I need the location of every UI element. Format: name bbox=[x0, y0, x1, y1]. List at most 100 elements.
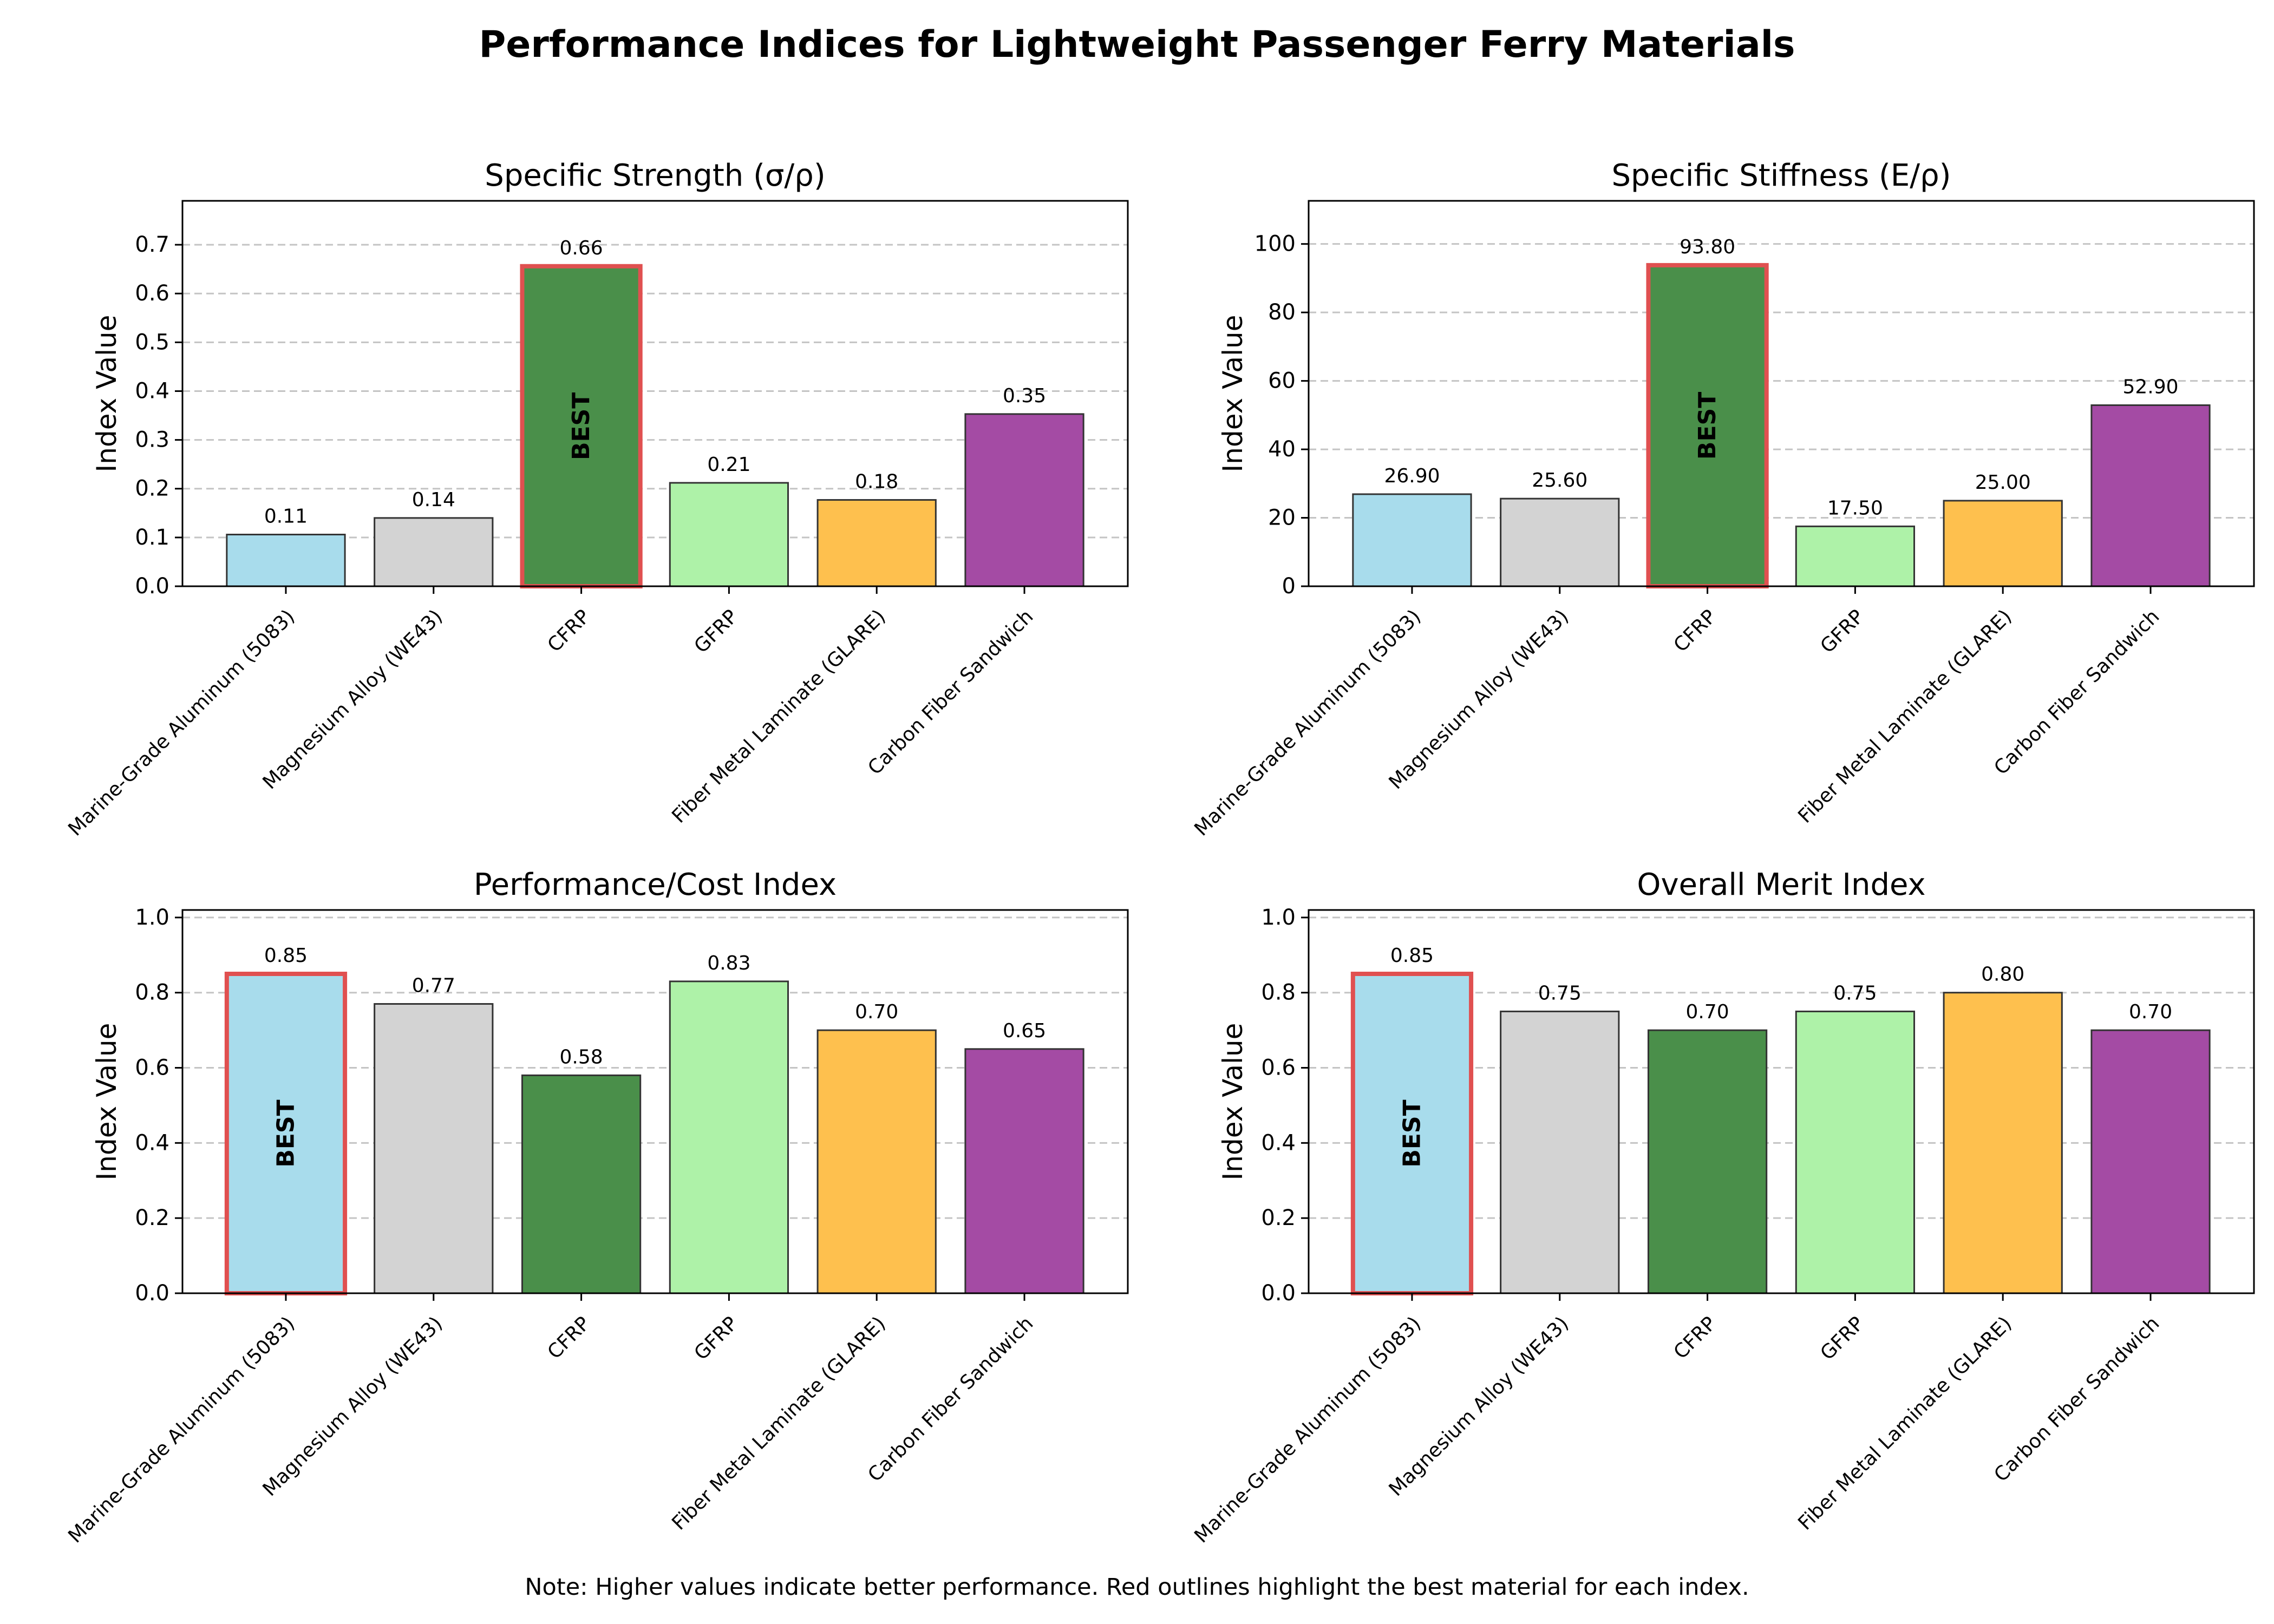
x-tick-label: CFRP bbox=[544, 605, 594, 656]
y-tick-label: 0.6 bbox=[135, 281, 169, 306]
data-label: 0.83 bbox=[707, 952, 750, 974]
y-tick-label: 1.0 bbox=[1261, 905, 1296, 930]
data-label: 0.75 bbox=[1538, 982, 1582, 1004]
data-label: 0.35 bbox=[1003, 385, 1046, 407]
chart-panel-1: 0.11 0.14 0.66 BEST 0.21 0.18 0.35 0.0 0.1 0.2 0.3… bbox=[64, 158, 1129, 840]
x-tick-label: Magnesium Alloy (WE43) bbox=[1385, 1312, 1573, 1501]
x-tick-label: GFRP bbox=[690, 605, 742, 657]
bar bbox=[1647, 1029, 1768, 1294]
bar bbox=[1943, 992, 2063, 1294]
data-label: 0.80 bbox=[1981, 964, 2024, 986]
best-label: BEST bbox=[272, 1099, 299, 1167]
y-tick-label: 40 bbox=[1268, 437, 1296, 462]
data-label: 26.90 bbox=[1384, 465, 1440, 487]
data-label: 0.85 bbox=[264, 945, 308, 967]
data-label: 25.60 bbox=[1532, 469, 1587, 492]
chart-title: Specific Stiffness (E/ρ) bbox=[1612, 158, 1951, 193]
bar bbox=[226, 533, 346, 587]
chart-title: Overall Merit Index bbox=[1637, 867, 1925, 902]
y-tick-label: 0.1 bbox=[135, 525, 169, 550]
x-tick-label: Magnesium Alloy (WE43) bbox=[1385, 605, 1573, 794]
bar bbox=[964, 1048, 1084, 1294]
panels: 0.11 0.14 0.66 BEST 0.21 0.18 0.35 0.0 0.1 0.2 0.3… bbox=[64, 158, 2255, 1547]
axes-frame bbox=[181, 200, 1129, 587]
bar bbox=[1352, 493, 1472, 587]
data-label: 0.65 bbox=[1003, 1020, 1046, 1042]
bar bbox=[816, 499, 937, 587]
bar bbox=[669, 482, 789, 587]
bar bbox=[1500, 497, 1620, 587]
y-tick-label: 0.6 bbox=[135, 1056, 169, 1081]
figure-note: Note: Higher values indicate better perf… bbox=[525, 1574, 1749, 1601]
x-tick-label: CFRP bbox=[1670, 605, 1721, 656]
y-tick-label: 0.8 bbox=[135, 980, 169, 1005]
y-axis-label: Index Value bbox=[91, 315, 122, 473]
data-label: 17.50 bbox=[1827, 497, 1883, 519]
data-label: 0.21 bbox=[707, 454, 750, 476]
x-tick-label: Marine-Grade Aluminum (5083) bbox=[64, 605, 299, 840]
data-label: 52.90 bbox=[2123, 376, 2179, 398]
bar bbox=[224, 972, 348, 1295]
bar bbox=[374, 1003, 494, 1294]
chart-title: Performance/Cost Index bbox=[474, 867, 837, 902]
bar bbox=[521, 1074, 642, 1294]
y-tick-label: 0.2 bbox=[1261, 1206, 1296, 1230]
x-tick-label: CFRP bbox=[1670, 1312, 1721, 1363]
x-tick-label: Marine-Grade Aluminum (5083) bbox=[64, 1312, 299, 1547]
y-tick-label: 20 bbox=[1268, 506, 1296, 531]
y-tick-label: 0.8 bbox=[1261, 980, 1296, 1005]
axes-frame bbox=[1308, 200, 2255, 587]
data-label: 0.85 bbox=[1390, 945, 1434, 967]
y-tick-label: 0.0 bbox=[1261, 1281, 1296, 1306]
best-label: BEST bbox=[1694, 392, 1721, 460]
axes-frame bbox=[181, 909, 1129, 1294]
y-tick-label: 80 bbox=[1268, 300, 1296, 325]
y-tick-label: 0.3 bbox=[135, 428, 169, 453]
x-tick-label: Carbon Fiber Sandwich bbox=[1990, 1312, 2164, 1486]
x-tick-label: Magnesium Alloy (WE43) bbox=[259, 605, 447, 794]
x-tick-label: GFRP bbox=[1816, 605, 1868, 657]
chart-panel-4: 0.85 BEST 0.75 0.70 0.75 0.80 0.70 0.0 0.2 0.4 0.6… bbox=[1190, 867, 2255, 1547]
y-tick-label: 0.4 bbox=[1261, 1130, 1296, 1155]
y-axis-label: Index Value bbox=[91, 1023, 122, 1181]
y-axis-label: Index Value bbox=[1217, 315, 1249, 473]
data-label: 0.58 bbox=[560, 1046, 603, 1068]
chart-panel-2: 26.90 25.60 93.80 BEST 17.50 25.00 52.90 0 20 40 6… bbox=[1190, 158, 2255, 840]
y-tick-label: 0.4 bbox=[135, 1130, 169, 1155]
data-label: 0.77 bbox=[412, 975, 455, 997]
chart-title: Specific Strength (σ/ρ) bbox=[485, 158, 825, 193]
x-tick-label: Marine-Grade Aluminum (5083) bbox=[1190, 1312, 1425, 1547]
data-label: 0.14 bbox=[412, 489, 455, 511]
bar bbox=[1350, 972, 1474, 1295]
data-label: 25.00 bbox=[1975, 472, 2031, 494]
x-tick-label: Marine-Grade Aluminum (5083) bbox=[1190, 605, 1425, 840]
best-label: BEST bbox=[1398, 1099, 1426, 1167]
data-label: 0.70 bbox=[1686, 1001, 1729, 1023]
bar bbox=[2090, 404, 2211, 587]
data-label: 0.18 bbox=[855, 470, 898, 493]
x-tick-label: Carbon Fiber Sandwich bbox=[864, 605, 1037, 779]
data-label: 93.80 bbox=[1680, 236, 1735, 258]
x-tick-label: GFRP bbox=[690, 1312, 742, 1364]
y-tick-label: 100 bbox=[1254, 232, 1296, 257]
y-tick-label: 0 bbox=[1282, 574, 1296, 599]
bar bbox=[1795, 525, 1916, 587]
y-tick-label: 0.7 bbox=[135, 232, 169, 257]
x-tick-label: GFRP bbox=[1816, 1312, 1868, 1364]
bar bbox=[2090, 1029, 2211, 1294]
chart-panel-3: 0.85 BEST 0.77 0.58 0.83 0.70 0.65 0.0 0.2 0.4 0.6… bbox=[64, 867, 1129, 1547]
figure-title: Performance Indices for Lightweight Pass… bbox=[479, 23, 1795, 66]
data-label: 0.70 bbox=[855, 1001, 898, 1023]
x-tick-label: CFRP bbox=[544, 1312, 594, 1363]
bar bbox=[669, 980, 789, 1294]
y-tick-label: 0.5 bbox=[135, 330, 169, 355]
y-tick-label: 0.4 bbox=[135, 378, 169, 403]
y-tick-label: 1.0 bbox=[135, 905, 169, 930]
bar bbox=[816, 1029, 937, 1294]
data-label: 0.66 bbox=[560, 237, 603, 259]
bar bbox=[964, 413, 1084, 587]
bar bbox=[1795, 1010, 1916, 1294]
bar bbox=[1943, 500, 2063, 587]
y-tick-label: 0.2 bbox=[135, 476, 169, 501]
